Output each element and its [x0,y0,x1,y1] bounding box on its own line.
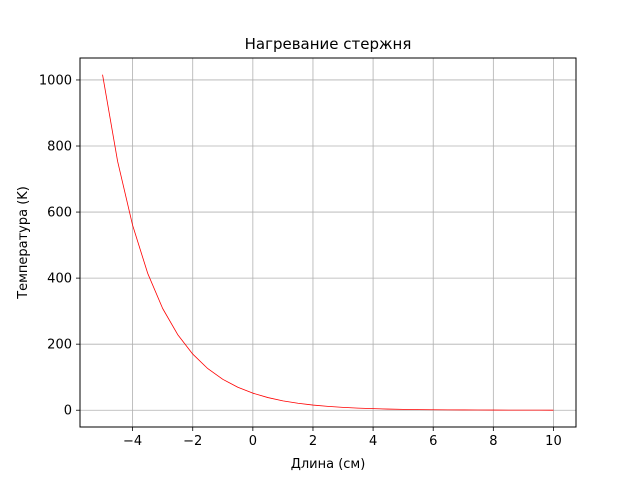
x-tick-label: 2 [309,434,317,449]
x-tick-label: 8 [489,434,497,449]
y-tick-label: 200 [47,338,72,353]
plot-frame [79,57,577,428]
tick-layer: −4 −2 0 2 4 6 8 10 0 200 400 600 800 1000 [39,73,562,449]
x-tick-label: 4 [369,434,377,449]
y-axis-label: Температура (K) [16,186,31,300]
x-tick-label: 0 [249,434,257,449]
y-tick-label: 0 [64,404,72,419]
x-tick-label: −4 [123,434,142,449]
grid [80,58,576,427]
x-tick-label: −2 [183,434,202,449]
x-tick-label: 6 [429,434,437,449]
y-tick-label: 400 [47,272,72,287]
x-axis-label: Длина (см) [291,457,366,472]
series-layer [102,74,554,411]
x-tick-label: 10 [545,434,562,449]
chart-title: Нагревание стержня [245,35,412,53]
y-tick-label: 600 [47,206,72,221]
series-line [102,74,554,411]
y-tick-label: 800 [47,140,72,155]
y-tick-label: 1000 [39,73,72,88]
